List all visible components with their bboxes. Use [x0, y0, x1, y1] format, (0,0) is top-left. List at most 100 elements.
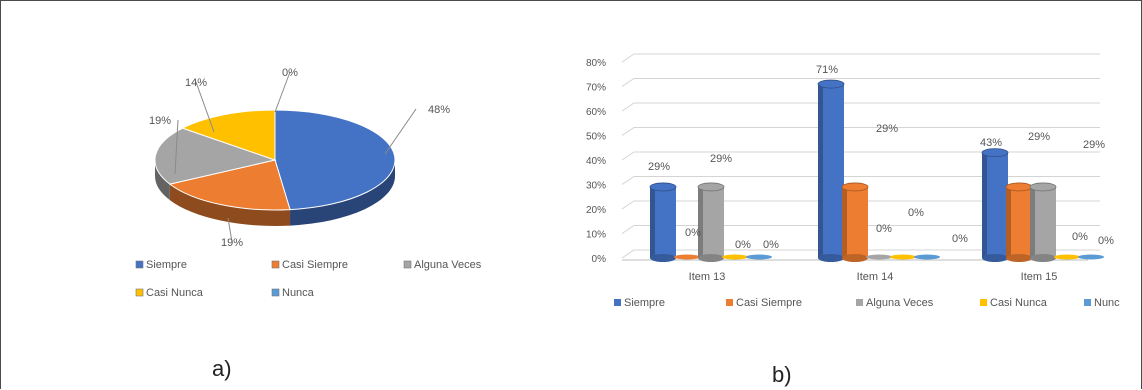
bar-cap-casi-siempre	[841, 182, 869, 192]
pie-slice-alguna-veces	[154, 127, 277, 185]
bar-data-label: 0%	[763, 239, 779, 251]
y-tick-label: 50%	[586, 132, 606, 143]
bar-legend-swatch	[980, 299, 987, 306]
pie-data-label: 19%	[221, 237, 243, 249]
pie-slice-casi-siempre	[168, 159, 291, 211]
pie-legend-swatch	[135, 288, 144, 297]
bar-base-siempre	[650, 254, 676, 262]
bar-base-siempre	[982, 254, 1008, 262]
pie-leader-line	[195, 81, 215, 133]
pie-legend-label: Siempre	[146, 259, 187, 271]
pie-legend-label: Nunca	[282, 287, 315, 299]
bar-cap-alguna-veces	[1029, 182, 1057, 192]
pie-legend-swatch	[403, 260, 412, 269]
bar-base-alguna-veces	[1030, 254, 1056, 262]
y-tick-label: 20%	[586, 205, 606, 216]
bar-data-label: 29%	[1028, 131, 1050, 143]
bar-data-label: 29%	[1083, 139, 1105, 151]
y-tick-label: 60%	[586, 107, 606, 118]
x-tick-label: Item 13	[689, 271, 726, 283]
bar-data-label: 71%	[816, 64, 838, 76]
pie-data-label: 0%	[282, 67, 298, 79]
bar-legend-swatch	[1084, 299, 1091, 306]
bar-shade-siempre	[818, 84, 823, 258]
bar-shade-casi-siempre	[1006, 186, 1011, 258]
bar-nunca	[1078, 254, 1104, 260]
pie-side-alguna-veces	[155, 160, 170, 201]
bar-legend-label: Alguna Veces	[866, 297, 934, 309]
gridline	[621, 176, 1100, 185]
bar-cap-alguna-veces	[697, 182, 725, 192]
gridline	[621, 225, 1100, 234]
bar-legend-swatch	[856, 299, 863, 306]
bar-data-label: 0%	[735, 239, 751, 251]
pie-leader-line	[174, 119, 179, 175]
bar-nunca	[914, 254, 940, 260]
bar-data-label: 43%	[980, 137, 1002, 149]
bar-legend-label: Nunca	[1094, 297, 1120, 309]
pie-legend-swatch	[271, 288, 280, 297]
bar-base-casi-siempre	[1006, 254, 1032, 262]
bar-data-label: 0%	[952, 233, 968, 245]
gridline	[621, 78, 1100, 87]
bar-legend-label: Siempre	[624, 297, 665, 309]
bar-shade-alguna-veces	[1030, 186, 1035, 258]
bar-casi-nunca	[1054, 254, 1080, 260]
gridline	[621, 127, 1100, 136]
pie-side-siempre	[290, 160, 395, 226]
panel-label-b: b)	[772, 362, 792, 387]
bar-cap-siempre	[817, 79, 845, 89]
gridline	[621, 249, 1100, 259]
bar-chart: 0% 10% 20% 30% 40% 50% 60% 70% 80% Item 13 Item 14…	[586, 53, 1120, 309]
bar-data-label: 0%	[1098, 235, 1114, 247]
bar-nunca	[746, 254, 772, 260]
bar-base-siempre	[818, 254, 844, 262]
panel-label-a: a)	[212, 356, 232, 381]
pie-legend-label: Casi Nunca	[146, 287, 204, 299]
bar-data-label: 0%	[908, 207, 924, 219]
pie-slice-siempre	[274, 109, 396, 211]
bar-cap-siempre	[981, 148, 1009, 158]
bar-data-label: 0%	[685, 227, 701, 239]
y-tick-label: 10%	[586, 230, 606, 241]
pie-legend-label: Casi Siempre	[282, 259, 348, 271]
bar-base-alguna-veces	[698, 254, 724, 262]
gridline	[621, 200, 1100, 210]
bar-shade-alguna-veces	[698, 186, 703, 258]
bar-casi-nunca	[722, 254, 748, 260]
gridline	[621, 53, 1100, 63]
bar-legend-swatch	[726, 299, 733, 306]
pie-leader-line	[384, 108, 417, 155]
bar-data-label: 29%	[648, 161, 670, 173]
y-tick-label: 40%	[586, 156, 606, 167]
pie-leader-line	[227, 217, 233, 243]
bar-legend-label: Casi Siempre	[736, 297, 802, 309]
bar-cap-casi-siempre	[1005, 182, 1033, 192]
gridline	[621, 102, 1100, 112]
x-tick-label: Item 15	[1021, 271, 1058, 283]
bar-cap-siempre	[649, 182, 677, 192]
y-tick-label: 0%	[592, 254, 607, 265]
pie-chart: 48% 19% 19% 14% 0% Siempre Casi Siempre Alguna …	[135, 67, 482, 299]
pie-data-label: 48%	[428, 104, 450, 116]
bar-shade-siempre	[650, 186, 655, 258]
bar-shade-casi-siempre	[842, 186, 847, 258]
y-tick-label: 30%	[586, 181, 606, 192]
pie-data-label: 19%	[149, 115, 171, 127]
bar-casi-siempre	[674, 254, 700, 260]
pie-leader-line	[274, 71, 291, 113]
y-tick-label: 70%	[586, 83, 606, 94]
bar-base-casi-siempre	[842, 254, 868, 262]
pie-data-label: 14%	[185, 77, 207, 89]
bar-alguna-veces	[866, 254, 892, 260]
pie-side-casi-siempre	[169, 184, 291, 226]
bar-casi-nunca	[890, 254, 916, 260]
bar-data-label: 29%	[710, 153, 732, 165]
pie-legend-swatch	[271, 260, 280, 269]
bar-data-label: 0%	[876, 223, 892, 235]
bar-data-label: 29%	[876, 123, 898, 135]
x-tick-label: Item 14	[857, 271, 894, 283]
bar-legend-label: Casi Nunca	[990, 297, 1048, 309]
y-tick-label: 80%	[586, 58, 606, 69]
bar-shade-siempre	[982, 152, 987, 258]
